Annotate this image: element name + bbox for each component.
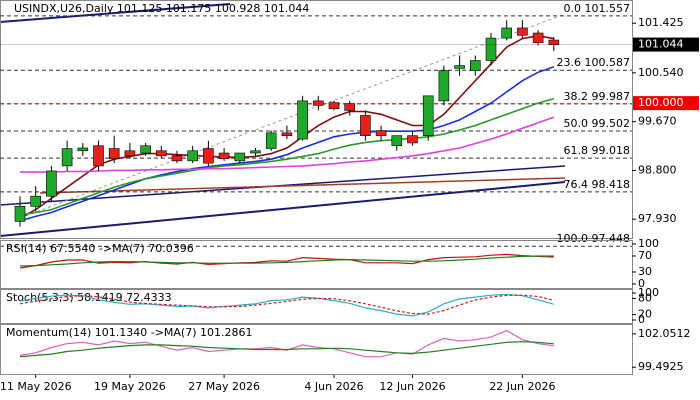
- fib-label: 50.0 99.502: [564, 117, 630, 130]
- y-tick-label: 101.425: [638, 16, 684, 29]
- candle-body: [438, 70, 450, 102]
- candle-body: [61, 148, 73, 167]
- price-box-label: 100.000: [638, 96, 684, 109]
- price-box-label: 101.044: [638, 38, 684, 51]
- candle-body: [265, 132, 277, 149]
- indicator-line: [19, 329, 554, 358]
- x-tick-label: 22 Jun 2026: [489, 380, 555, 393]
- y-tick-label: 70: [638, 249, 652, 262]
- trend-line: [39, 177, 566, 194]
- y-tick-label: 100: [638, 286, 659, 299]
- candle-body: [517, 27, 528, 36]
- y-tick-label: 102.0512: [638, 327, 691, 340]
- candle-body: [422, 95, 434, 136]
- candle-body: [218, 152, 230, 159]
- candle-body: [250, 150, 261, 154]
- candle-body: [375, 130, 387, 136]
- indicator-line: [19, 293, 554, 317]
- fib-label: 0.0 101.557: [564, 2, 630, 15]
- y-tick-label: 99.4925: [638, 360, 684, 373]
- fib-label: 61.8 99.018: [564, 144, 630, 157]
- fib-label: 38.2 99.987: [564, 90, 630, 103]
- candle-body: [297, 100, 308, 140]
- candle-body: [312, 100, 324, 106]
- chart-title: USINDX,U26,Daily 101.125 101.175 100.928…: [14, 2, 309, 15]
- y-tick-label: 20: [638, 308, 652, 321]
- candle-body: [469, 60, 481, 71]
- candle-body: [203, 148, 214, 164]
- fib-base-line: [19, 13, 566, 219]
- x-tick-label: 19 May 2026: [94, 380, 166, 393]
- moving-average: [19, 97, 555, 217]
- candle-body: [108, 148, 120, 159]
- indicator-title: RSI(14) 67.5540 ->MA(7) 70.0396: [6, 242, 194, 255]
- y-tick-label: 97.930: [638, 212, 677, 225]
- y-tick-label: 30: [638, 265, 652, 278]
- candle-body: [391, 135, 403, 147]
- candle-body: [501, 27, 513, 39]
- y-tick-label: 99.670: [638, 115, 677, 128]
- indicator-line: [19, 341, 554, 358]
- indicator-line: [19, 255, 554, 267]
- trend-line: [0, 3, 231, 23]
- candle-body: [140, 145, 151, 154]
- moving-average: [19, 34, 554, 219]
- candle-body: [77, 147, 89, 152]
- candle-body: [124, 150, 136, 157]
- candle-body: [14, 205, 26, 222]
- y-tick-label: 0: [638, 313, 645, 326]
- candle-body: [360, 115, 371, 136]
- candle-body: [407, 135, 418, 144]
- y-tick-label: 0: [638, 277, 645, 290]
- candle-body: [281, 132, 293, 136]
- indicator-title: Momentum(14) 101.1340 ->MA(7) 101.2861: [6, 326, 253, 339]
- price-box: [633, 96, 699, 111]
- candle-body: [187, 150, 198, 162]
- x-tick-label: 27 May 2026: [188, 380, 260, 393]
- y-tick-label: 100.540: [638, 66, 684, 79]
- candle-body: [454, 65, 465, 69]
- moving-average: [20, 116, 555, 173]
- fib-label: 100.0 97.448: [557, 232, 630, 245]
- price-box: [633, 37, 699, 52]
- candle-body: [46, 170, 57, 197]
- moving-average: [19, 65, 555, 222]
- candle-body: [485, 37, 497, 61]
- y-tick-label: 98.800: [638, 163, 677, 176]
- candle-body: [548, 39, 560, 45]
- trend-line: [0, 181, 566, 237]
- candle-body: [93, 145, 104, 167]
- candle-body: [328, 102, 340, 110]
- x-tick-label: 12 Jun 2026: [379, 380, 445, 393]
- fib-label: 23.6 100.587: [557, 56, 630, 69]
- candle-body: [344, 103, 356, 111]
- candle-body: [171, 155, 183, 162]
- fib-label: 76.4 98.418: [564, 178, 630, 191]
- candle-body: [30, 195, 42, 207]
- candle-body: [532, 32, 544, 43]
- candle-body: [234, 152, 246, 162]
- y-tick-label: 80: [638, 291, 652, 304]
- x-tick-label: 4 Jun 2026: [304, 380, 363, 393]
- indicator-line: [19, 253, 554, 269]
- x-tick-label: 11 May 2026: [0, 380, 72, 393]
- candle-body: [156, 150, 167, 157]
- y-tick-label: 100: [638, 237, 659, 250]
